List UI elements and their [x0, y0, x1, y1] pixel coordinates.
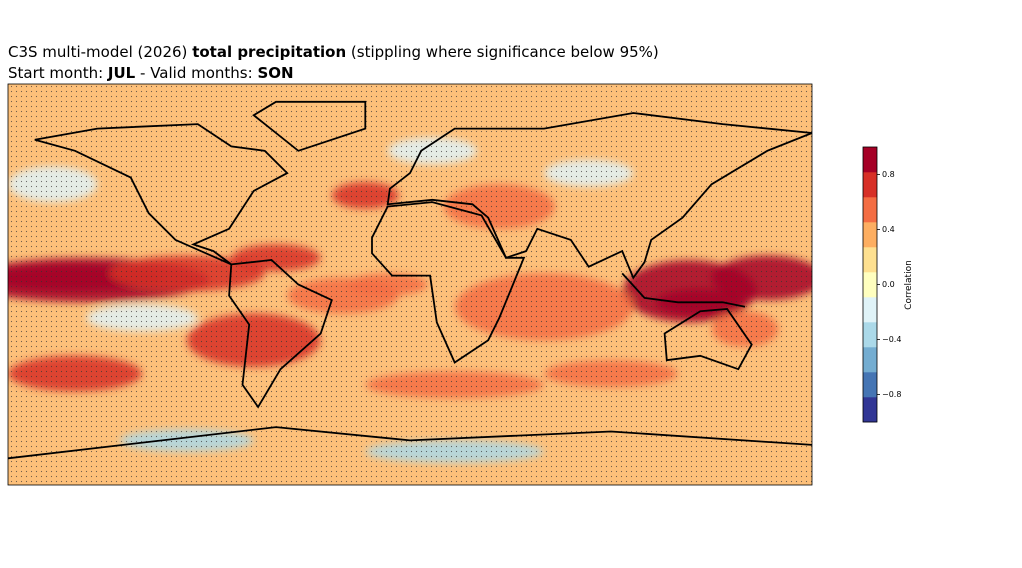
valid-months: SON — [257, 64, 293, 82]
valid-label: - Valid months: — [135, 64, 257, 82]
colorbar-segment — [863, 347, 877, 373]
coastline — [8, 426, 812, 460]
colorbar-tick-label: −0.8 — [882, 390, 901, 399]
coastline — [621, 272, 746, 308]
coastlines — [8, 100, 812, 460]
colorbar-tick-label: 0.4 — [882, 225, 895, 234]
coastline — [663, 308, 753, 371]
start-label: Start month: — [8, 64, 108, 82]
colorbar-segment — [863, 247, 877, 273]
subtitle: Start month: JUL - Valid months: SON — [8, 64, 294, 82]
colorbar-tick-label: 0.0 — [882, 280, 895, 289]
colorbar-segment — [863, 322, 877, 348]
colorbar-segment — [863, 172, 877, 198]
coastline — [371, 201, 526, 364]
colorbar: −0.8 −0.4 0.0 0.4 0.8 — [862, 146, 901, 423]
colorbar-segment — [863, 272, 877, 298]
colorbar-tick-label: −0.4 — [882, 335, 901, 344]
title: C3S multi-model (2026) total precipitati… — [8, 43, 659, 61]
colorbar-label: Correlation — [904, 260, 914, 310]
colorbar-segment — [863, 222, 877, 248]
colorbar-segment — [863, 297, 877, 323]
coastline — [252, 100, 367, 152]
start-month: JUL — [107, 64, 136, 82]
title-variable: total precipitation — [192, 43, 346, 61]
colorbar-tick-label: 0.8 — [882, 170, 895, 179]
stippling — [8, 84, 812, 485]
coastline — [34, 123, 289, 266]
coastline — [228, 259, 333, 409]
colorbar-segment — [863, 147, 877, 173]
title-suffix: (stippling where significance below 95%) — [346, 43, 659, 61]
map — [8, 84, 812, 485]
title-prefix: C3S multi-model (2026) — [8, 43, 192, 61]
colorbar-segment — [863, 397, 877, 423]
map-frame — [7, 83, 813, 486]
colorbar-segment — [863, 372, 877, 398]
coastline — [386, 112, 812, 280]
colorbar-segment — [863, 197, 877, 223]
